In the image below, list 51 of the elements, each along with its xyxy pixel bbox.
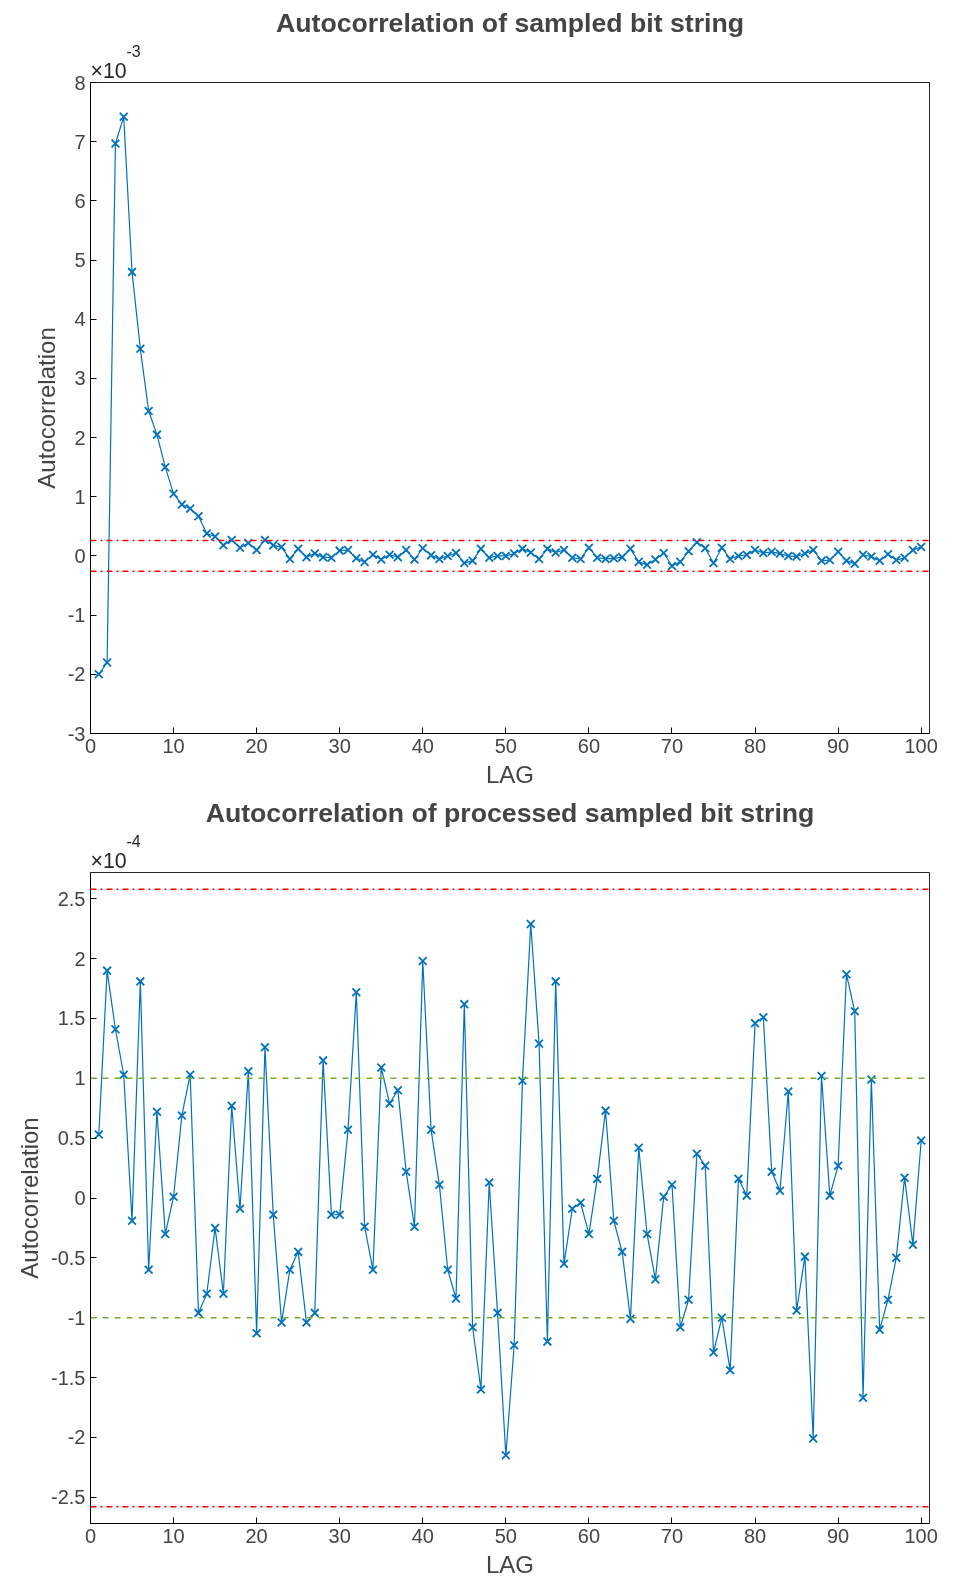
y-tick-label: 4	[74, 308, 86, 331]
y-tick-label: 1	[74, 1067, 86, 1090]
chart-title: Autocorrelation of sampled bit string	[276, 7, 744, 38]
y-tick-label: 2.5	[57, 887, 86, 910]
y-tick-label: -1	[67, 1306, 86, 1329]
y-axis-title: Autocorrelation	[16, 1117, 44, 1279]
x-tick-label: 20	[245, 734, 268, 757]
y-tick-label: 0	[74, 544, 86, 567]
y-tick-label: 7	[74, 130, 86, 153]
x-tick-label: 20	[245, 1524, 268, 1547]
y-tick-label: 1.5	[57, 1007, 86, 1030]
y-tick-label: 3	[74, 367, 86, 390]
y-tick-label: -1	[67, 604, 86, 627]
x-tick-label: 70	[660, 734, 684, 757]
annotation: ×10-3	[90, 42, 141, 83]
x-tick-label: 40	[411, 1524, 434, 1547]
y-tick-label: -2.5	[51, 1486, 86, 1509]
y-axis-title: Autocorrelation	[32, 327, 60, 489]
x-tick-label: 60	[577, 1524, 601, 1547]
x-axis-title: LAG	[485, 760, 535, 788]
y-tick-label: -3	[67, 722, 86, 745]
y-tick-label: -0.5	[51, 1246, 86, 1269]
y-tick-label: 0	[74, 1187, 86, 1209]
chart-title: Autocorrelation of processed sampled bit string	[205, 797, 815, 828]
y-tick-label: 6	[74, 189, 86, 212]
x-axis-title: LAG	[485, 1550, 535, 1578]
y-tick-label: 2	[74, 426, 86, 449]
y-tick-label: -1.5	[51, 1366, 86, 1389]
x-tick-label: 40	[411, 734, 434, 757]
x-tick-label: 50	[494, 734, 517, 757]
x-tick-label: 60	[577, 734, 601, 757]
y-tick-label: 0.5	[57, 1127, 86, 1150]
x-tick-label: 10	[162, 1524, 185, 1547]
y-tick-label: 5	[74, 249, 86, 272]
x-tick-label: 90	[827, 1524, 850, 1547]
annotation: ×10-4	[90, 832, 141, 873]
x-tick-label: 10	[162, 734, 185, 757]
y-tick-label: 2	[74, 947, 86, 970]
x-tick-label: 70	[660, 1524, 684, 1547]
x-tick-label: 30	[328, 1524, 351, 1547]
x-tick-label: 80	[743, 734, 767, 757]
y-tick-label: 1	[74, 485, 86, 508]
x-tick-label: 100	[904, 734, 938, 757]
x-tick-label: 30	[328, 734, 351, 757]
x-tick-label: 90	[827, 734, 850, 757]
x-tick-label: 100	[904, 1524, 938, 1547]
y-tick-label: -2	[67, 1426, 86, 1449]
x-tick-label: 50	[494, 1524, 517, 1547]
y-tick-label: 8	[74, 71, 86, 94]
x-tick-label: 80	[743, 1524, 767, 1547]
y-tick-label: -2	[67, 663, 86, 686]
